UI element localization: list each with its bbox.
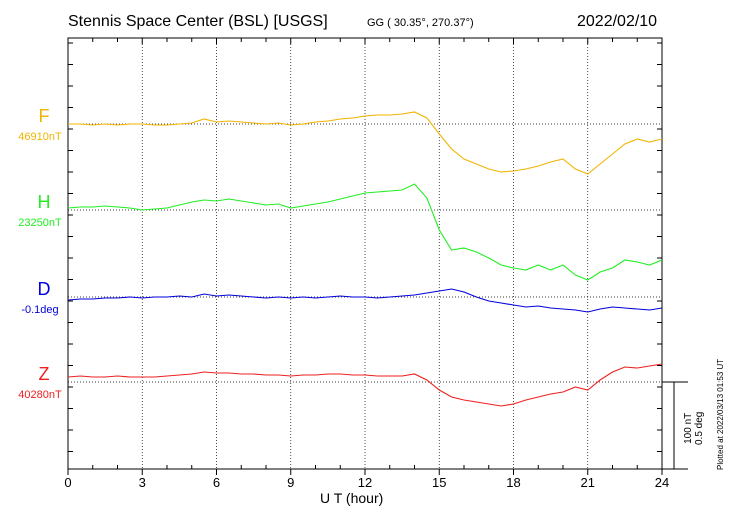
plotted-timestamp: Plotted at 2022/03/13 01:53 UT bbox=[716, 358, 725, 470]
x-tick-label: 24 bbox=[655, 475, 669, 490]
series-name-d: D bbox=[38, 279, 51, 299]
scale-nt-label: 100 nT bbox=[683, 412, 694, 444]
x-tick-label: 15 bbox=[432, 475, 446, 490]
series-baseline-f: 46910nT bbox=[18, 131, 62, 143]
x-tick-label: 0 bbox=[64, 475, 71, 490]
series-name-z: Z bbox=[39, 364, 50, 384]
series-line-h bbox=[67, 183, 663, 281]
scale-bar-label: 100 nT 0.5 deg bbox=[683, 412, 705, 445]
x-tick-label: 12 bbox=[358, 475, 372, 490]
chart-date: 2022/02/10 bbox=[577, 13, 658, 30]
series-line-d bbox=[67, 288, 663, 313]
station-coordinates: GG ( 30.35°, 270.37°) bbox=[367, 17, 474, 29]
x-tick-label: 21 bbox=[581, 475, 595, 490]
series-baseline-d: -0.1deg bbox=[21, 304, 58, 316]
x-tick-label: 6 bbox=[213, 475, 220, 490]
series-baseline-h: 23250nT bbox=[18, 217, 62, 229]
series-name-f: F bbox=[39, 106, 50, 126]
chart-title: Stennis Space Center (BSL) [USGS] bbox=[68, 13, 328, 30]
x-tick-label: 18 bbox=[506, 475, 520, 490]
scale-deg-label: 0.5 deg bbox=[694, 411, 705, 445]
series-line-z bbox=[67, 363, 663, 407]
x-tick-label: 3 bbox=[139, 475, 146, 490]
x-axis-label: U T (hour) bbox=[320, 490, 384, 506]
series-name-h: H bbox=[38, 192, 51, 212]
series-baseline-z: 40280nT bbox=[18, 389, 62, 401]
x-tick-label: 9 bbox=[287, 475, 294, 490]
series-line-f bbox=[68, 111, 663, 175]
